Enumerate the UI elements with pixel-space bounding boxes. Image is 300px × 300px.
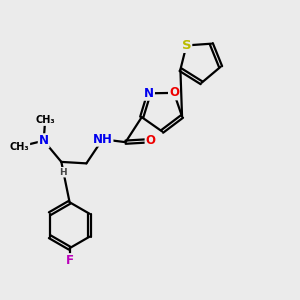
Text: O: O	[169, 86, 179, 99]
Text: N: N	[39, 134, 49, 147]
Text: S: S	[182, 39, 191, 52]
Text: F: F	[66, 254, 74, 267]
Text: NH: NH	[93, 133, 112, 146]
Text: CH₃: CH₃	[10, 142, 29, 152]
Text: O: O	[146, 134, 156, 147]
Text: N: N	[144, 87, 154, 100]
Text: H: H	[59, 168, 67, 177]
Text: CH₃: CH₃	[35, 115, 55, 125]
